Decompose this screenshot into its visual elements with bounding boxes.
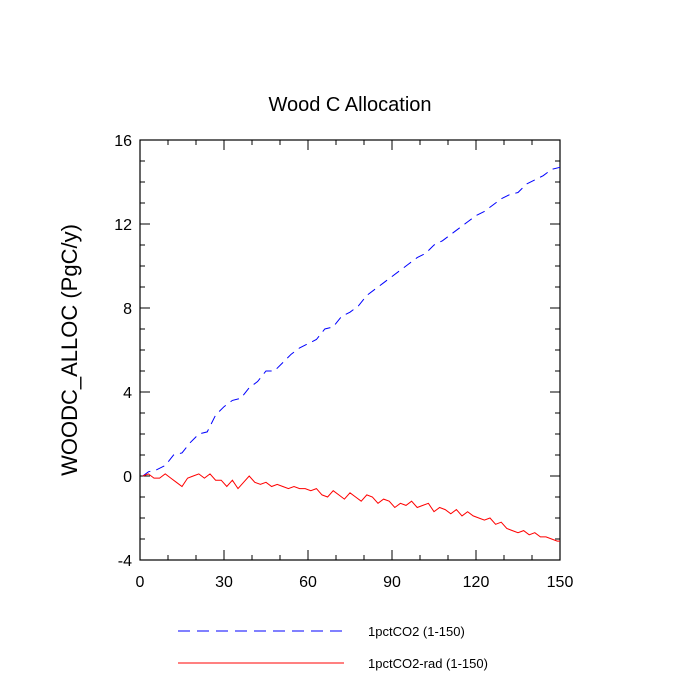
x-tick-label: 0 bbox=[136, 574, 145, 591]
legend-label-1: 1pctCO2 (1-150) bbox=[368, 624, 465, 639]
x-tick-label: 60 bbox=[299, 574, 317, 591]
x-tick-label: 90 bbox=[383, 574, 401, 591]
y-tick-label: 8 bbox=[123, 301, 132, 318]
series-line-2 bbox=[142, 473, 560, 542]
chart-title: Wood C Allocation bbox=[268, 94, 431, 116]
x-tick-label: 150 bbox=[547, 574, 574, 591]
y-tick-label: 4 bbox=[123, 385, 132, 402]
plot-frame bbox=[139, 139, 561, 561]
y-tick-label: -4 bbox=[118, 553, 132, 570]
x-tick-label: 120 bbox=[463, 574, 490, 591]
legend: 1pctCO2 (1-150) 1pctCO2-rad (1-150) bbox=[178, 624, 488, 671]
legend-label-2: 1pctCO2-rad (1-150) bbox=[368, 656, 488, 671]
x-tick-label: 30 bbox=[215, 574, 233, 591]
y-tick-label: 16 bbox=[114, 133, 132, 150]
series-line-1 bbox=[142, 166, 561, 477]
y-tick-label: 0 bbox=[123, 469, 132, 486]
y-tick-label: 12 bbox=[114, 217, 132, 234]
y-axis-label: WOODC_ALLOC (PgC/y) bbox=[57, 224, 82, 476]
